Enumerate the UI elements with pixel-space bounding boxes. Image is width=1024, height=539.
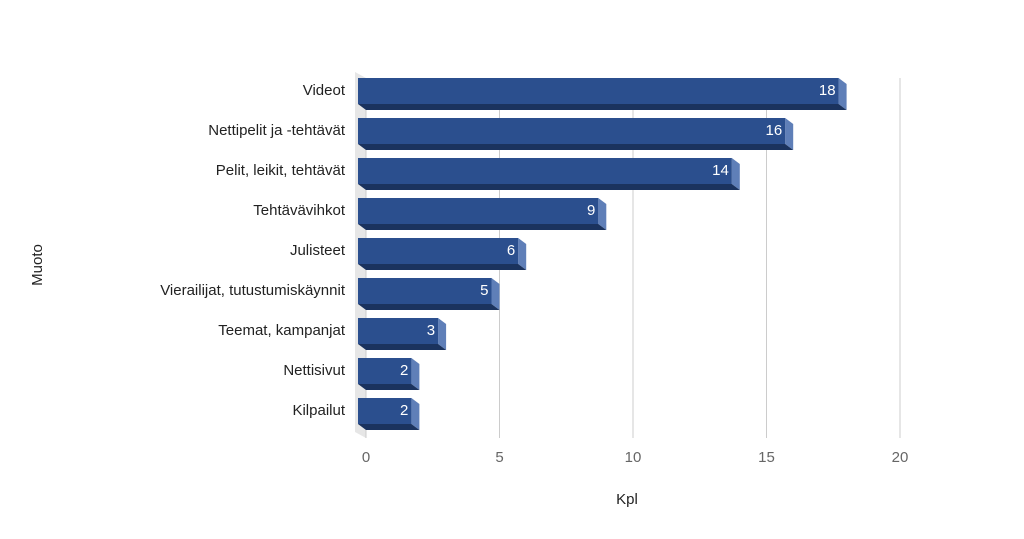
bar-bottom [358, 344, 447, 350]
bar [358, 118, 786, 144]
value-label: 14 [712, 162, 729, 179]
bar [358, 158, 732, 184]
bar-bottom [358, 224, 607, 230]
bar [358, 78, 839, 104]
bar-bottom [358, 424, 420, 430]
y-tick-label: Nettisivut [283, 362, 346, 379]
bar-side [518, 238, 527, 270]
bar-bottom [358, 184, 740, 190]
y-axis-title: Muoto [29, 244, 46, 286]
bar-side [491, 278, 500, 310]
x-tick-label: 0 [362, 449, 370, 466]
value-label: 9 [587, 202, 595, 219]
x-tick-label: 10 [625, 449, 642, 466]
bar [358, 398, 412, 424]
y-tick-label: Teemat, kampanjat [218, 322, 346, 339]
y-tick-label: Videot [303, 82, 346, 99]
y-tick-label: Vierailijat, tutustumiskäynnit [160, 282, 346, 299]
value-label: 18 [819, 82, 836, 99]
bar-bottom [358, 264, 527, 270]
bar [358, 198, 599, 224]
value-label: 5 [480, 282, 488, 299]
y-tick-label: Pelit, leikit, tehtävät [216, 162, 346, 179]
y-tick-label: Kilpailut [292, 402, 345, 419]
value-label: 2 [400, 402, 408, 419]
bar-side [438, 318, 447, 350]
bar [358, 238, 519, 264]
bar-side [598, 198, 607, 230]
bar-side [785, 118, 794, 150]
x-tick-label: 20 [892, 449, 909, 466]
bar-bottom [358, 384, 420, 390]
y-tick-label: Tehtävävihkot [253, 202, 346, 219]
x-tick-label: 5 [495, 449, 503, 466]
bar-bottom [358, 104, 847, 110]
x-tick-label: 15 [758, 449, 775, 466]
bar-bottom [358, 304, 500, 310]
bar [358, 318, 439, 344]
value-label: 3 [427, 322, 435, 339]
y-tick-label: Julisteet [290, 242, 346, 259]
x-axis-title: Kpl [616, 491, 638, 508]
bar-side [411, 358, 420, 390]
bar-bottom [358, 144, 794, 150]
bar-side [731, 158, 740, 190]
y-tick-label: Nettipelit ja -tehtävät [208, 122, 346, 139]
bar-side [411, 398, 420, 430]
value-label: 6 [507, 242, 515, 259]
bar-side [838, 78, 847, 110]
bar [358, 358, 412, 384]
value-label: 16 [766, 122, 783, 139]
bar [358, 278, 492, 304]
value-label: 2 [400, 362, 408, 379]
